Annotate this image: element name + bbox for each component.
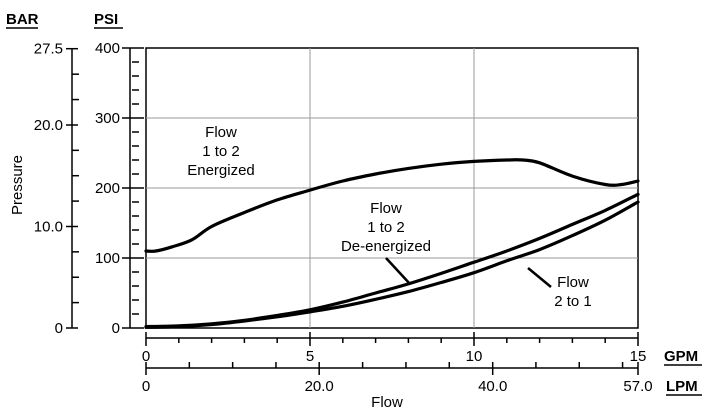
lpm-unit-label: LPM [666, 378, 698, 395]
gpm-tick-label: 15 [630, 348, 647, 365]
annotation-de-energized: Flow 1 to 2 De-energized [341, 200, 431, 255]
annotation-flow-2-to-1: Flow 2 to 1 [554, 274, 592, 310]
gpm-tick-label: 0 [142, 348, 150, 365]
psi-tick-label: 0 [112, 320, 120, 337]
bar-tick-label: 27.5 [34, 41, 63, 58]
annotation-energized-line3: Energized [187, 162, 255, 179]
curve-flow-2-to-1 [144, 200, 640, 329]
annotation-flow-2-to-1-line2: 2 to 1 [554, 293, 592, 310]
lpm-axis: 0 20.0 40.0 57.0 [142, 362, 653, 395]
curve-flow-1-to-2-energized [144, 158, 640, 253]
lpm-tick-label: 40.0 [478, 378, 507, 395]
annotation-energized: Flow 1 to 2 Energized [187, 124, 255, 179]
annotation-de-energized-leader [385, 257, 411, 285]
bar-axis: 0 10.0 20.0 27.5 [34, 41, 79, 337]
curves [144, 158, 640, 329]
annotation-de-energized-line1: Flow [370, 200, 402, 217]
annotation-de-energized-line2: 1 to 2 [367, 219, 405, 236]
bar-tick-label: 20.0 [34, 117, 63, 134]
psi-axis: 0 100 200 300 400 [95, 40, 144, 337]
annotation-flow-2-to-1-line1: Flow [557, 274, 589, 291]
psi-tick-label: 200 [95, 180, 120, 197]
gpm-axis: 0 5 10 15 [142, 332, 647, 365]
lpm-tick-label: 0 [142, 378, 150, 395]
annotation-flow-2-to-1-leader [527, 267, 552, 288]
gpm-tick-label: 5 [306, 348, 314, 365]
lpm-tick-label: 57.0 [623, 378, 652, 395]
bar-tick-label: 10.0 [34, 219, 63, 236]
lpm-tick-label: 20.0 [305, 378, 334, 395]
gpm-tick-label: 10 [466, 348, 483, 365]
annotation-energized-line1: Flow [205, 124, 237, 141]
psi-unit-label: PSI [94, 11, 118, 28]
annotation-de-energized-line3: De-energized [341, 238, 431, 255]
bar-tick-label: 0 [55, 320, 63, 337]
psi-tick-label: 300 [95, 110, 120, 127]
psi-tick-label: 400 [95, 40, 120, 57]
y-axis-title: Pressure [9, 155, 26, 215]
bar-unit-label: BAR [6, 11, 39, 28]
gpm-unit-label: GPM [664, 348, 698, 365]
annotation-energized-line2: 1 to 2 [202, 143, 240, 160]
grid-lines [146, 48, 638, 328]
psi-tick-label: 100 [95, 250, 120, 267]
x-axis-title: Flow [371, 394, 403, 411]
